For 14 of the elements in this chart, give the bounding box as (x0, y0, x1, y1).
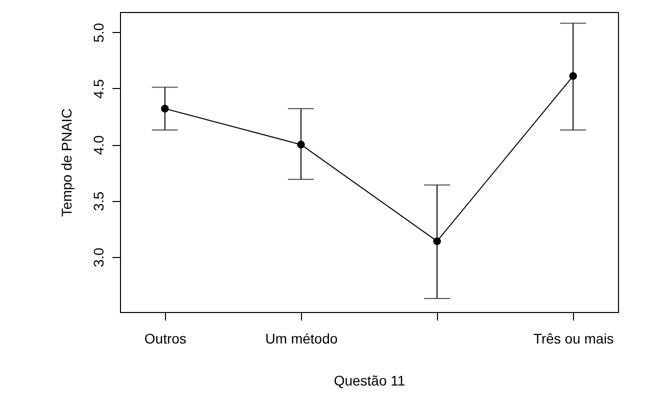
x-axis-title: Questão 11 (334, 372, 406, 388)
y-tick-label: 3.0 (90, 248, 106, 268)
y-tick-label: 4.0 (90, 135, 106, 155)
y-tick-label: 4.5 (90, 78, 106, 99)
x-tick-label: Um método (265, 330, 338, 346)
point (161, 104, 169, 112)
x-tick-label: Outros (144, 330, 186, 346)
y-tick-label: 5.0 (90, 22, 106, 42)
point (569, 72, 577, 80)
x-tick-label: Três ou mais (533, 330, 614, 346)
y-axis-title: Tempo de PNAIC (58, 108, 74, 217)
point (433, 237, 441, 246)
y-tick-label: 3.5 (90, 191, 106, 211)
point (297, 140, 305, 148)
